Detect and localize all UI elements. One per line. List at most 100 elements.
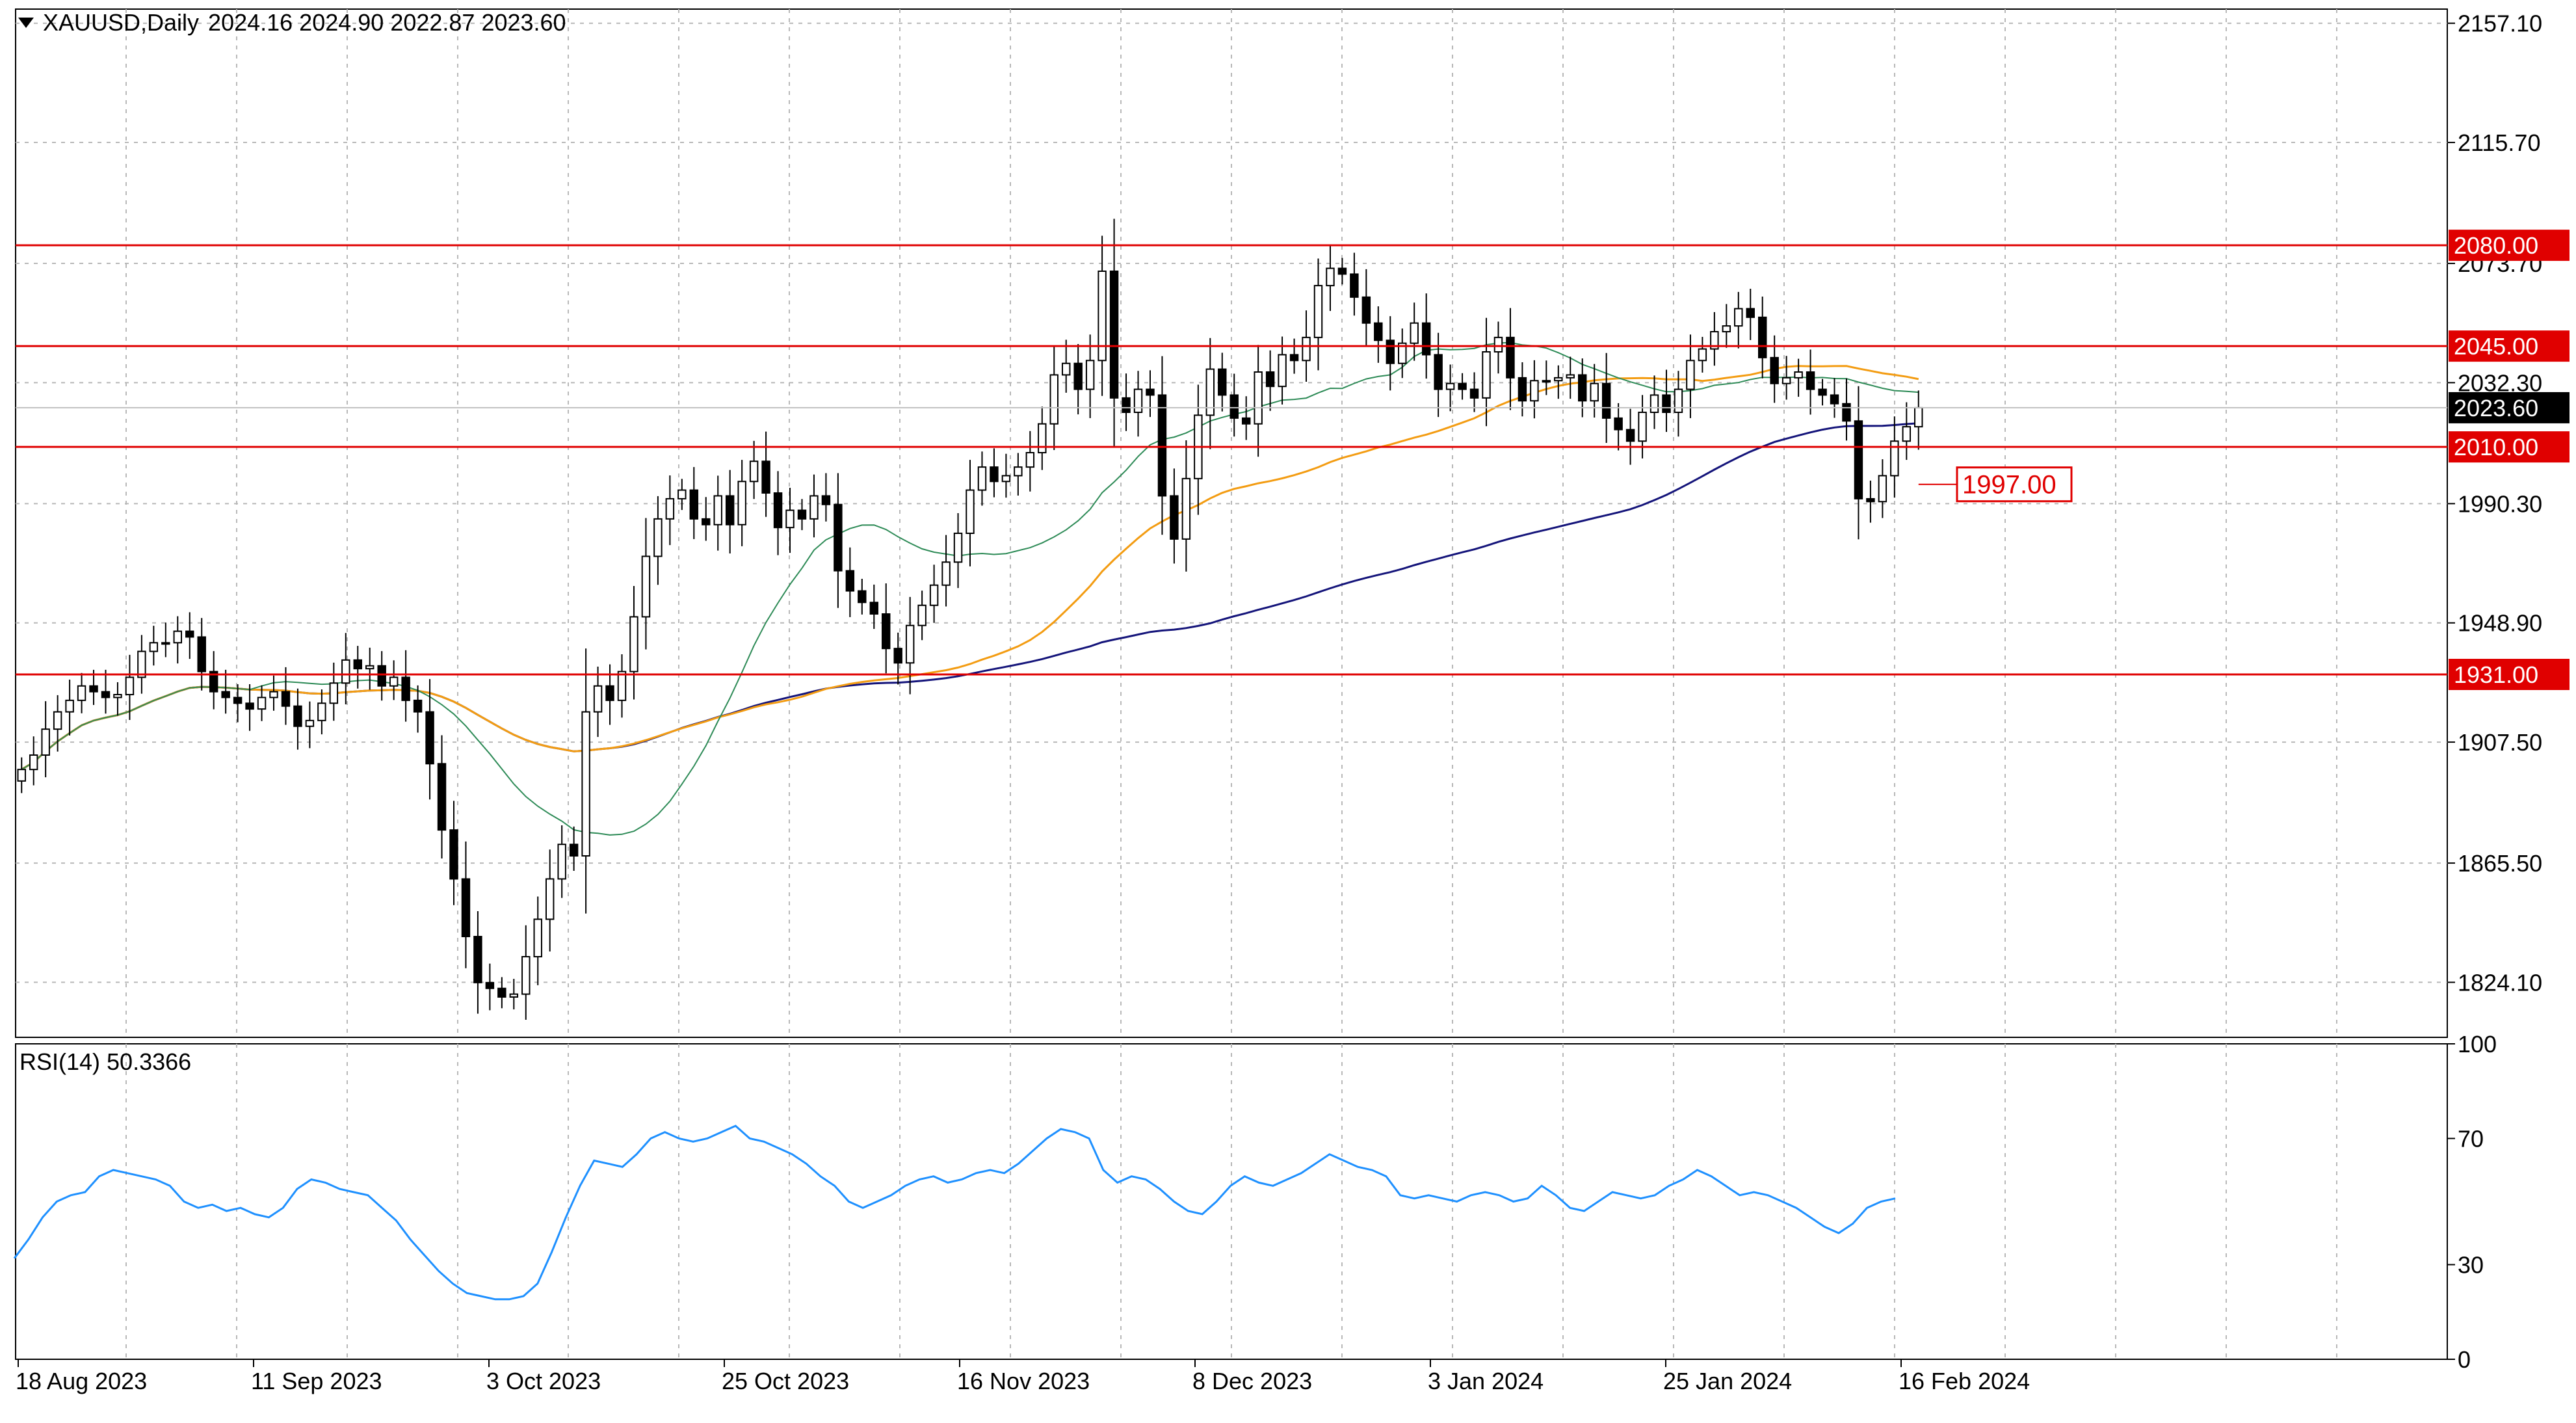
candle-bull xyxy=(161,642,170,645)
candle-bear xyxy=(1146,388,1155,396)
candle-bull xyxy=(509,993,519,998)
candle-bull xyxy=(557,844,566,880)
candle-bear xyxy=(1506,336,1515,379)
candle-bull xyxy=(1794,371,1803,379)
level-label: 1931.00 xyxy=(2454,661,2538,688)
main-panel xyxy=(15,8,2448,1038)
candle-bull xyxy=(737,481,746,525)
candle-bear xyxy=(1818,388,1827,396)
level-label: 2045.00 xyxy=(2454,333,2538,360)
rsi-header: RSI(14) 50.3366 xyxy=(20,1048,192,1075)
candle-bear xyxy=(449,829,458,880)
candle-bull xyxy=(17,769,26,782)
candle-bull xyxy=(1638,412,1647,442)
price-tick-label: 2115.70 xyxy=(2458,129,2540,156)
candle-bear xyxy=(1770,356,1779,384)
candle-bull xyxy=(1302,336,1311,362)
candle-bear xyxy=(1229,394,1239,419)
candle-bull xyxy=(533,918,542,958)
price-tick-label: 1824.10 xyxy=(2458,969,2542,996)
candle-bear xyxy=(281,691,291,707)
candle-bull xyxy=(1649,394,1659,414)
candle-bull xyxy=(149,642,159,652)
candle-bull xyxy=(617,671,627,701)
level-label: 2010.00 xyxy=(2454,434,2538,460)
candle-bear xyxy=(1518,377,1527,402)
price-tick-label: 1865.50 xyxy=(2458,850,2542,877)
candle-bear xyxy=(990,466,999,483)
candle-bear xyxy=(773,492,783,529)
candle-bull xyxy=(329,682,339,704)
candle-bull xyxy=(1902,426,1912,442)
candle-bear xyxy=(858,590,867,604)
candle-bull xyxy=(641,555,651,618)
candle-bear xyxy=(1361,296,1371,324)
date-tick-label: 3 Oct 2023 xyxy=(486,1368,601,1394)
candle-bull xyxy=(1542,380,1551,383)
rsi-tick-label: 30 xyxy=(2458,1252,2484,1279)
candle-bear xyxy=(702,518,711,525)
candle-bear xyxy=(869,602,879,615)
candle-bear xyxy=(845,570,855,592)
candle-bull xyxy=(1205,368,1215,416)
candle-bull xyxy=(1038,423,1047,454)
candle-bear xyxy=(1350,273,1359,298)
candle-bear xyxy=(1337,267,1347,275)
candle-bear xyxy=(893,648,902,664)
price-tick-label: 2157.10 xyxy=(2458,10,2542,37)
candle-bear xyxy=(1469,388,1479,399)
candle-bear xyxy=(1806,371,1815,390)
candle-bull xyxy=(905,624,915,664)
candle-bear xyxy=(293,705,302,727)
price-tick-label: 1907.50 xyxy=(2458,729,2542,756)
candle-bear xyxy=(1601,382,1611,419)
candle-bear xyxy=(197,636,206,672)
candle-bull xyxy=(389,676,399,687)
candle-bull xyxy=(1445,382,1455,390)
candle-bear xyxy=(1830,394,1839,405)
candle-bear xyxy=(425,711,434,765)
candle-bull xyxy=(629,616,638,672)
candle-bull xyxy=(1097,271,1107,362)
candle-bull xyxy=(1686,360,1695,390)
candle-bull xyxy=(113,694,122,698)
candle-bull xyxy=(1278,354,1287,388)
candle-bear xyxy=(185,630,194,638)
candle-bull xyxy=(665,498,675,520)
candle-bull xyxy=(1326,267,1335,287)
candle-bull xyxy=(29,754,38,771)
candle-bull xyxy=(1049,374,1058,425)
annotation-box xyxy=(1956,466,2073,503)
candle-bear xyxy=(605,685,614,701)
candle-bull xyxy=(1698,348,1707,362)
level-label: 2080.00 xyxy=(2454,232,2538,259)
candle-bear xyxy=(1866,498,1875,503)
candle-bear xyxy=(1625,429,1635,442)
candle-bull xyxy=(929,584,939,606)
date-tick-label: 3 Jan 2024 xyxy=(1428,1368,1544,1394)
candle-bull xyxy=(581,711,590,857)
candle-bull xyxy=(521,956,531,995)
candle-bear xyxy=(1458,382,1467,390)
candle-bull xyxy=(1133,388,1143,413)
dropdown-triangle-icon[interactable] xyxy=(18,18,34,28)
candle-bull xyxy=(545,878,555,920)
candle-bear xyxy=(1614,417,1623,431)
candle-bull xyxy=(977,466,987,491)
candle-bear xyxy=(89,685,98,693)
level-label-box xyxy=(2449,230,2569,261)
candle-bear xyxy=(1854,420,1863,499)
candle-bull xyxy=(809,495,819,520)
candle-bull xyxy=(317,702,326,721)
candle-bull xyxy=(1878,475,1887,503)
candle-bull xyxy=(1674,388,1683,413)
candle-bull xyxy=(593,685,603,713)
candle-bear xyxy=(834,503,843,572)
candle-bear xyxy=(1170,495,1179,540)
candle-bull xyxy=(1025,452,1035,468)
candle-bull xyxy=(966,489,975,534)
candle-bear xyxy=(569,844,579,857)
candle-bear xyxy=(353,659,362,670)
date-tick-label: 18 Aug 2023 xyxy=(16,1368,147,1394)
candle-bear xyxy=(797,509,807,520)
